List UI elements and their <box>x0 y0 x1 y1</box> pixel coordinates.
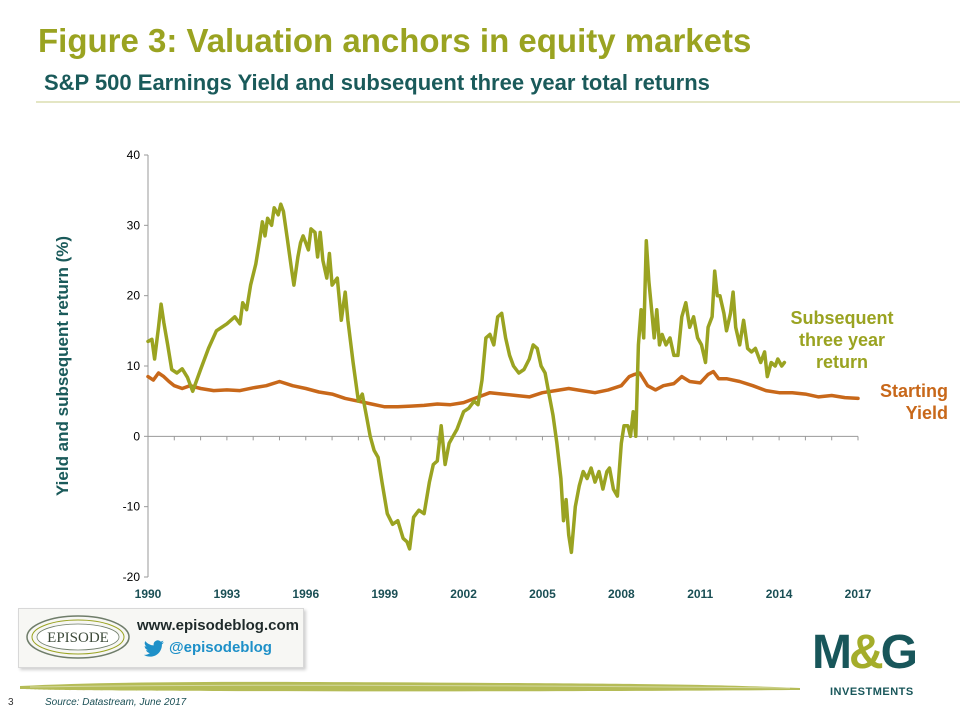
series-label-yield: Starting Yield <box>852 380 948 424</box>
mg-logo: M&G <box>812 626 918 679</box>
x-axis: 1990 1993 1996 1999 2002 2005 2008 2011 2014 2017 <box>135 435 872 601</box>
twitter-handle-link[interactable]: @episodeblog <box>169 639 272 656</box>
x-tick-label: 1999 <box>371 587 398 601</box>
page-number: 3 <box>8 697 14 708</box>
x-tick-label: 2008 <box>608 587 635 601</box>
series-line-subsequent-return <box>146 202 787 555</box>
source-note: Source: Datastream, June 2017 <box>45 697 187 708</box>
series-label-yield-line: Yield <box>905 403 948 423</box>
decorative-brush-stroke <box>20 681 800 692</box>
y-tick-label: 30 <box>127 218 141 232</box>
title-divider <box>36 101 960 103</box>
x-tick-label: 2011 <box>687 587 713 601</box>
x-tick-label: 1996 <box>292 587 319 601</box>
x-tick-label: 1990 <box>135 587 162 601</box>
blog-url-link[interactable]: www.episodeblog.com <box>137 617 299 634</box>
page-title: Figure 3: Valuation anchors in equity ma… <box>38 22 752 59</box>
y-tick-label: 10 <box>127 359 141 373</box>
y-tick-label: 20 <box>127 289 141 303</box>
series-label-return: Subsequent three year return <box>780 307 904 373</box>
episode-logo-text: EPISODE <box>47 630 109 646</box>
y-tick-label: 40 <box>127 148 141 162</box>
page-subtitle: S&P 500 Earnings Yield and subsequent th… <box>44 70 710 95</box>
line-chart: 40 30 20 10 0 -10 -20 1990 1993 1996 1999 2002 2005… <box>53 148 872 601</box>
x-tick-label: 2002 <box>450 587 477 601</box>
series-label-yield-line: Starting <box>879 381 948 401</box>
y-tick-label: -20 <box>123 570 141 584</box>
x-tick-label: 2005 <box>529 587 556 601</box>
twitter-icon[interactable] <box>143 640 165 658</box>
series-label-return-line: return <box>815 352 868 372</box>
y-axis-label: Yield and subsequent return (%) <box>53 236 72 496</box>
series-line-starting-yield <box>146 369 860 409</box>
y-tick-label: 0 <box>133 429 140 443</box>
mg-logo-text: M&G <box>812 626 918 679</box>
x-tick-label: 1993 <box>214 587 241 601</box>
series-label-return-line: three year <box>798 330 886 350</box>
mg-tagline: INVESTMENTS <box>830 686 914 698</box>
chart-series <box>146 202 860 555</box>
series-label-return-line: Subsequent <box>790 308 894 328</box>
x-tick-label: 2017 <box>845 587 872 601</box>
x-tick-label: 2014 <box>766 587 793 601</box>
episode-logo[interactable]: EPISODE <box>25 614 131 660</box>
blog-promo-box[interactable]: EPISODE www.episodeblog.com @episodeblog <box>18 608 304 668</box>
mg-logo-ampersand: & <box>848 626 884 679</box>
y-axis: 40 30 20 10 0 -10 -20 <box>123 148 149 584</box>
y-tick-label: -10 <box>123 500 141 514</box>
